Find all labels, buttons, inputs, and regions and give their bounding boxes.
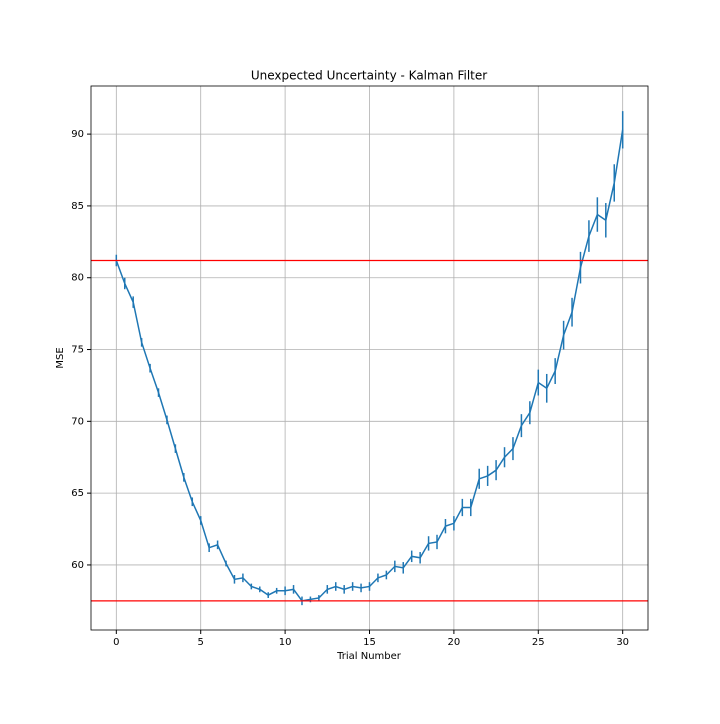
axes-frame [90,85,649,631]
chart-title: Unexpected Uncertainty - Kalman Filter [251,69,487,83]
y-tick-label: 75 [71,345,84,356]
x-tick-label: 0 [113,637,119,648]
y-tick-label: 65 [71,488,84,499]
x-tick-label: 20 [448,637,461,648]
x-tick-label: 25 [532,637,545,648]
y-tick-label: 80 [71,273,84,284]
y-tick-label: 85 [71,201,84,212]
y-tick-label: 70 [71,416,84,427]
x-tick-label: 5 [198,637,204,648]
y-tick-label: 60 [71,560,84,571]
x-tick-label: 30 [616,637,629,648]
x-tick-label: 10 [279,637,292,648]
y-axis-label: MSE [55,347,66,368]
x-tick-label: 15 [363,637,376,648]
x-axis-label: Trial Number [336,651,402,662]
y-tick-label: 90 [71,129,84,140]
